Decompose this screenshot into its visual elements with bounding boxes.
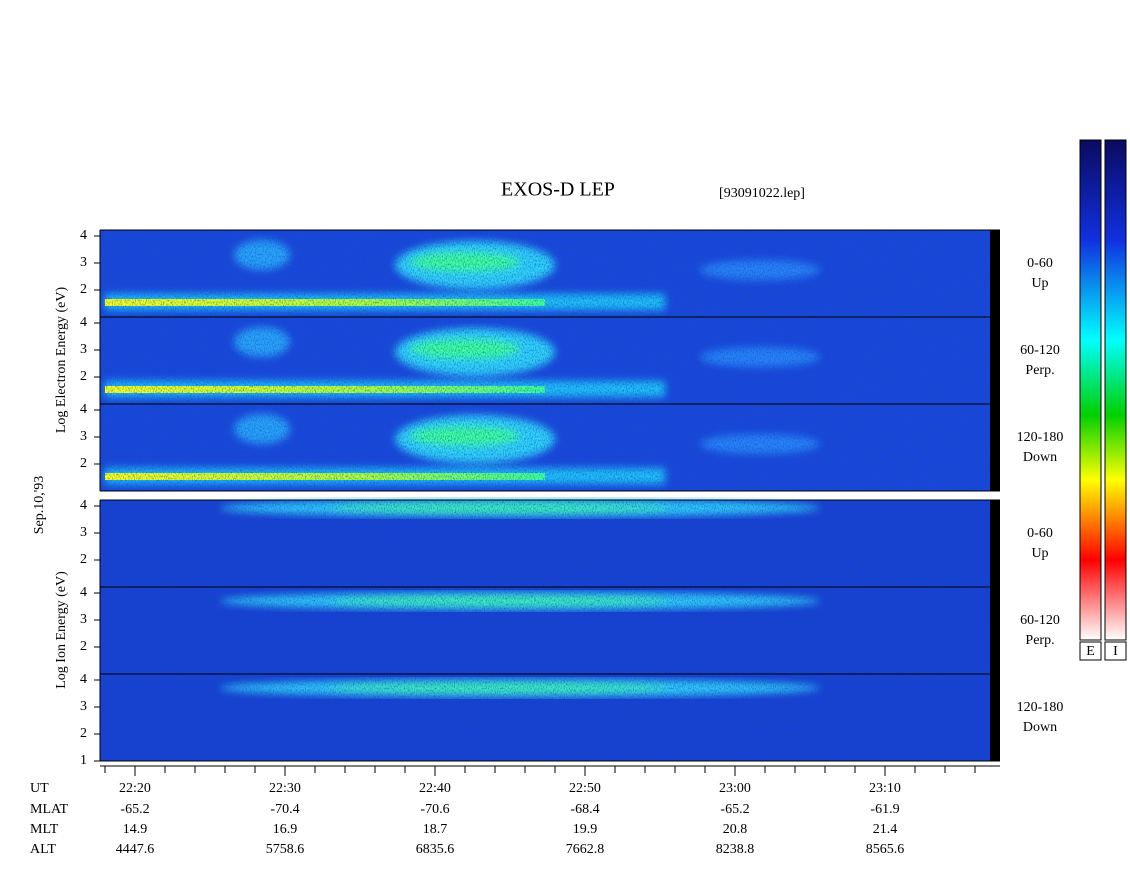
row-value: -65.2 — [120, 802, 149, 817]
y-axis-label: Log Ion Energy (eV) — [54, 571, 69, 689]
row-value: 7662.8 — [566, 842, 605, 857]
y-tick-label: 3 — [80, 699, 87, 714]
edge — [990, 500, 1000, 587]
x-tick-label: 22:20 — [119, 781, 151, 796]
row-value: 8238.8 — [716, 842, 755, 857]
y-tick-label: 2 — [80, 639, 87, 654]
y-tick-label: 3 — [80, 612, 87, 627]
angle-label: 120-180 — [1017, 700, 1064, 715]
y-tick-label: 1 — [80, 753, 87, 768]
colorbar — [1079, 139, 1102, 641]
y-tick-label: 2 — [80, 456, 87, 471]
colorbar-label-box — [1079, 641, 1102, 661]
noise — [100, 230, 1000, 317]
x-tick-label: 22:40 — [419, 781, 451, 796]
colorbar — [1104, 139, 1127, 641]
row-value: 21.4 — [873, 822, 898, 837]
row-value: 8565.6 — [866, 842, 905, 857]
y-tick-label: 2 — [80, 369, 87, 384]
panel — [99, 403, 1000, 492]
edge — [990, 674, 1000, 761]
x-tick-label: 23:10 — [869, 781, 901, 796]
y-axis-label: Log Electron Energy (eV) — [54, 287, 69, 434]
row-label: MLAT — [30, 802, 69, 817]
x-tick-label: 22:50 — [569, 781, 601, 796]
y-tick-label: 4 — [80, 585, 87, 600]
row-label: UT — [30, 781, 49, 796]
row-value: 20.8 — [723, 822, 748, 837]
x-tick-label: 23:00 — [719, 781, 751, 796]
row-value: -65.2 — [720, 802, 749, 817]
noise — [100, 500, 1000, 587]
noise — [100, 404, 1000, 491]
row-label: MLT — [30, 822, 59, 837]
file-name: [93091022.lep] — [719, 186, 805, 201]
edge — [990, 404, 1000, 491]
row-value: -70.6 — [420, 802, 449, 817]
y-tick-label: 3 — [80, 429, 87, 444]
noise — [100, 317, 1000, 404]
x-tick-label: 22:30 — [269, 781, 301, 796]
title: EXOS-D LEP — [501, 179, 615, 201]
y-tick-label: 4 — [80, 228, 87, 243]
y-tick-label: 4 — [80, 672, 87, 687]
noise — [100, 587, 1000, 674]
y-tick-label: 2 — [80, 552, 87, 567]
edge — [990, 230, 1000, 317]
row-value: 14.9 — [123, 822, 148, 837]
row-value: 19.9 — [573, 822, 598, 837]
panel — [99, 499, 1000, 588]
direction-label: Perp. — [1025, 633, 1054, 648]
direction-label: Perp. — [1025, 363, 1054, 378]
date-label: Sep.10,'93 — [32, 476, 47, 535]
colorbar-label: E — [1086, 644, 1095, 659]
y-tick-label: 4 — [80, 402, 87, 417]
row-value: -70.4 — [270, 802, 299, 817]
row-value: 4447.6 — [116, 842, 155, 857]
angle-label: 0-60 — [1027, 526, 1053, 541]
colorbar-label: I — [1113, 644, 1118, 659]
y-tick-label: 2 — [80, 282, 87, 297]
direction-label: Down — [1023, 720, 1057, 735]
direction-label: Up — [1031, 546, 1048, 561]
angle-label: 0-60 — [1027, 256, 1053, 271]
panel — [99, 586, 1000, 675]
row-value: 6835.6 — [416, 842, 455, 857]
y-tick-label: 2 — [80, 726, 87, 741]
y-tick-label: 3 — [80, 342, 87, 357]
panel — [99, 229, 1000, 318]
panel — [99, 316, 1000, 405]
row-value: 18.7 — [423, 822, 448, 837]
y-tick-label: 4 — [80, 498, 87, 513]
direction-label: Down — [1023, 450, 1057, 465]
spectrogram — [99, 229, 1000, 762]
direction-label: Up — [1031, 276, 1048, 291]
angle-label: 60-120 — [1020, 613, 1060, 628]
y-tick-label: 4 — [80, 315, 87, 330]
panel — [99, 673, 1000, 762]
row-label: ALT — [30, 842, 56, 857]
row-value: -61.9 — [870, 802, 899, 817]
row-value: 5758.6 — [266, 842, 305, 857]
y-tick-label: 3 — [80, 255, 87, 270]
y-tick-label: 3 — [80, 525, 87, 540]
row-value: -68.4 — [570, 802, 599, 817]
colorbar-label-box — [1104, 641, 1127, 661]
edge — [990, 317, 1000, 404]
angle-label: 60-120 — [1020, 343, 1060, 358]
edge — [990, 587, 1000, 674]
row-value: 16.9 — [273, 822, 298, 837]
angle-label: 120-180 — [1017, 430, 1064, 445]
noise — [100, 674, 1000, 761]
